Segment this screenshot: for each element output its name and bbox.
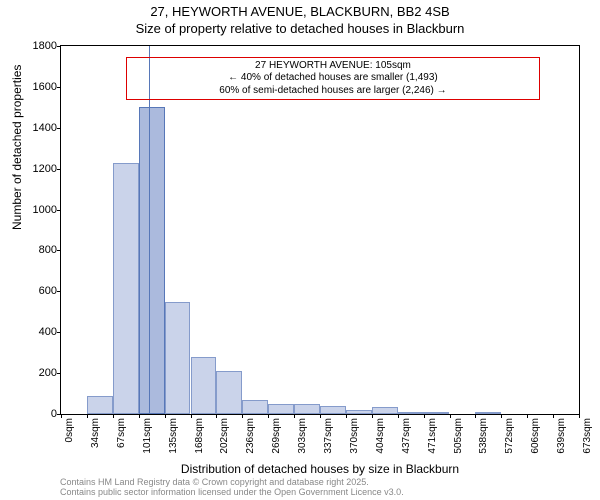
y-tick-label: 1800: [17, 40, 61, 52]
x-tick-label: 0sqm: [64, 418, 75, 442]
x-tick-label: 168sqm: [194, 418, 205, 454]
y-tick-mark: [57, 210, 61, 211]
x-tick-label: 572sqm: [504, 418, 515, 454]
x-tick-mark: [61, 414, 62, 418]
histogram-bar: [372, 407, 398, 414]
x-tick-mark: [113, 414, 114, 418]
x-tick-mark: [475, 414, 476, 418]
x-tick-mark: [501, 414, 502, 418]
y-tick-mark: [57, 87, 61, 88]
x-tick-label: 34sqm: [90, 418, 101, 448]
histogram-bar: [268, 404, 294, 414]
chart-title-line2: Size of property relative to detached ho…: [0, 21, 600, 36]
x-tick-mark: [320, 414, 321, 418]
y-tick-label: 800: [17, 244, 61, 256]
x-tick-label: 639sqm: [556, 418, 567, 454]
x-tick-label: 337sqm: [323, 418, 334, 454]
x-tick-mark: [579, 414, 580, 418]
x-tick-label: 370sqm: [349, 418, 360, 454]
annotation-line1: 27 HEYWORTH AVENUE: 105sqm: [133, 60, 533, 73]
histogram-bar: [320, 406, 346, 414]
y-tick-mark: [57, 373, 61, 374]
x-axis-label: Distribution of detached houses by size …: [60, 462, 580, 476]
x-tick-mark: [450, 414, 451, 418]
x-tick-label: 135sqm: [168, 418, 179, 454]
chart-container: 27, HEYWORTH AVENUE, BLACKBURN, BB2 4SB …: [0, 0, 600, 500]
y-tick-label: 1200: [17, 163, 61, 175]
x-tick-mark: [87, 414, 88, 418]
x-tick-mark: [424, 414, 425, 418]
y-tick-mark: [57, 169, 61, 170]
x-tick-mark: [268, 414, 269, 418]
histogram-bar: [87, 396, 113, 414]
y-tick-label: 1400: [17, 122, 61, 134]
y-tick-label: 200: [17, 367, 61, 379]
x-tick-mark: [294, 414, 295, 418]
x-tick-label: 236sqm: [245, 418, 256, 454]
x-tick-label: 606sqm: [530, 418, 541, 454]
y-tick-mark: [57, 128, 61, 129]
x-tick-mark: [165, 414, 166, 418]
x-tick-label: 404sqm: [375, 418, 386, 454]
histogram-bar: [113, 163, 139, 414]
histogram-bar: [191, 357, 217, 414]
x-tick-label: 505sqm: [453, 418, 464, 454]
histogram-bar: [424, 412, 450, 414]
annotation-line2: ← 40% of detached houses are smaller (1,…: [133, 72, 533, 85]
histogram-bar: [398, 412, 424, 414]
y-tick-label: 1600: [17, 81, 61, 93]
x-tick-label: 471sqm: [427, 418, 438, 454]
y-tick-mark: [57, 332, 61, 333]
x-tick-mark: [216, 414, 217, 418]
x-tick-label: 101sqm: [142, 418, 153, 454]
histogram-bar: [294, 404, 320, 414]
x-tick-label: 673sqm: [582, 418, 593, 454]
y-tick-label: 0: [17, 408, 61, 420]
chart-footer: Contains HM Land Registry data © Crown c…: [60, 478, 404, 498]
x-tick-mark: [346, 414, 347, 418]
x-tick-mark: [191, 414, 192, 418]
x-tick-label: 437sqm: [401, 418, 412, 454]
x-tick-label: 538sqm: [478, 418, 489, 454]
histogram-bar: [346, 410, 372, 414]
x-tick-mark: [527, 414, 528, 418]
x-tick-label: 202sqm: [219, 418, 230, 454]
histogram-bar: [216, 371, 242, 414]
chart-title-line1: 27, HEYWORTH AVENUE, BLACKBURN, BB2 4SB: [0, 4, 600, 19]
x-tick-mark: [139, 414, 140, 418]
x-tick-mark: [372, 414, 373, 418]
x-tick-label: 269sqm: [271, 418, 282, 454]
y-tick-label: 400: [17, 326, 61, 338]
y-tick-mark: [57, 291, 61, 292]
y-tick-label: 600: [17, 285, 61, 297]
y-tick-mark: [57, 46, 61, 47]
annotation-line3: 60% of semi-detached houses are larger (…: [133, 85, 533, 98]
x-tick-label: 67sqm: [116, 418, 127, 448]
plot-area: 0200400600800100012001400160018000sqm34s…: [60, 45, 580, 415]
x-tick-mark: [553, 414, 554, 418]
y-tick-mark: [57, 250, 61, 251]
y-tick-label: 1000: [17, 204, 61, 216]
highlight-vertical-line: [149, 46, 150, 414]
footer-line2: Contains public sector information licen…: [60, 488, 404, 498]
histogram-bar: [242, 400, 268, 414]
histogram-bar: [475, 412, 501, 414]
x-tick-mark: [242, 414, 243, 418]
annotation-box: 27 HEYWORTH AVENUE: 105sqm← 40% of detac…: [126, 57, 540, 101]
x-tick-mark: [398, 414, 399, 418]
histogram-bar-highlight: [139, 107, 165, 414]
histogram-bar: [165, 302, 191, 414]
x-tick-label: 303sqm: [297, 418, 308, 454]
